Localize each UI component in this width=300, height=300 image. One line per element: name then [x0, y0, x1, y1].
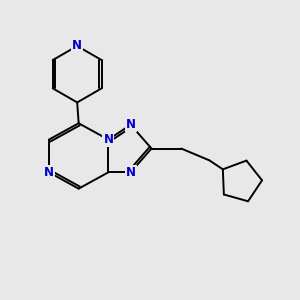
- Text: N: N: [72, 40, 82, 52]
- Text: N: N: [103, 133, 113, 146]
- Text: N: N: [44, 166, 54, 179]
- Text: N: N: [126, 118, 136, 131]
- Text: N: N: [126, 166, 136, 179]
